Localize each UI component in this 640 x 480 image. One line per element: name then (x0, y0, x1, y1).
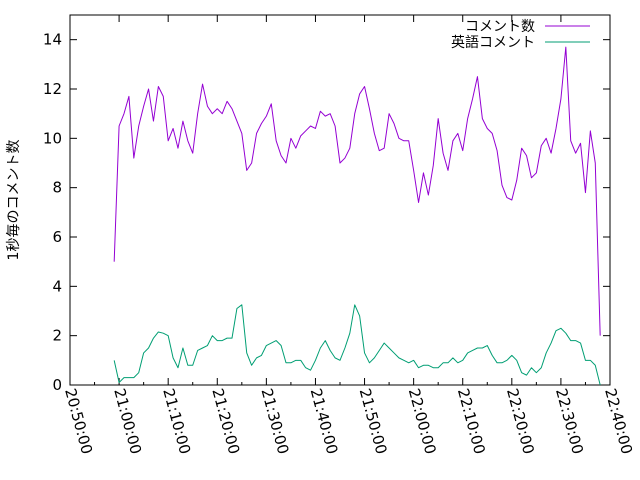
y-axis: 0 2 4 6 8 10 12 14 (43, 31, 610, 394)
y-tick-label: 8 (52, 179, 62, 197)
x-axis: 20:50:00 21:00:00 21:10:00 21:20:00 21:30:00… (61, 15, 636, 456)
series-layer (113, 46, 601, 386)
x-tick-label: 21:10:00 (159, 386, 194, 456)
series-line (113, 304, 601, 386)
legend-label: コメント数 (465, 19, 535, 35)
y-tick-label: 12 (43, 80, 62, 98)
x-tick-label: 22:30:00 (552, 386, 587, 456)
x-tick-label: 21:50:00 (356, 386, 391, 456)
x-tick-label: 22:20:00 (503, 386, 538, 456)
plot-frame (69, 14, 611, 386)
y-tick-label: 2 (52, 327, 62, 345)
y-tick-label: 6 (52, 228, 62, 246)
legend-label: 英語コメント (451, 34, 535, 51)
x-tick-label: 21:40:00 (307, 386, 342, 456)
y-axis-label: 1秒毎のコメント数 (6, 140, 22, 261)
x-tick-label: 21:20:00 (208, 386, 243, 456)
x-tick-label: 22:40:00 (601, 386, 636, 456)
plot-border (69, 14, 611, 386)
y-tick-label: 10 (43, 129, 62, 147)
y-tick-label: 0 (52, 376, 62, 394)
x-tick-label: 20:50:00 (61, 386, 96, 456)
series-line (113, 46, 601, 336)
x-tick-label: 21:30:00 (257, 386, 292, 456)
x-tick-label: 22:00:00 (405, 386, 440, 456)
y-tick-label: 4 (52, 277, 62, 295)
y-tick-label: 14 (43, 31, 62, 49)
x-tick-label: 22:10:00 (454, 386, 489, 456)
x-tick-label: 21:00:00 (110, 386, 145, 456)
